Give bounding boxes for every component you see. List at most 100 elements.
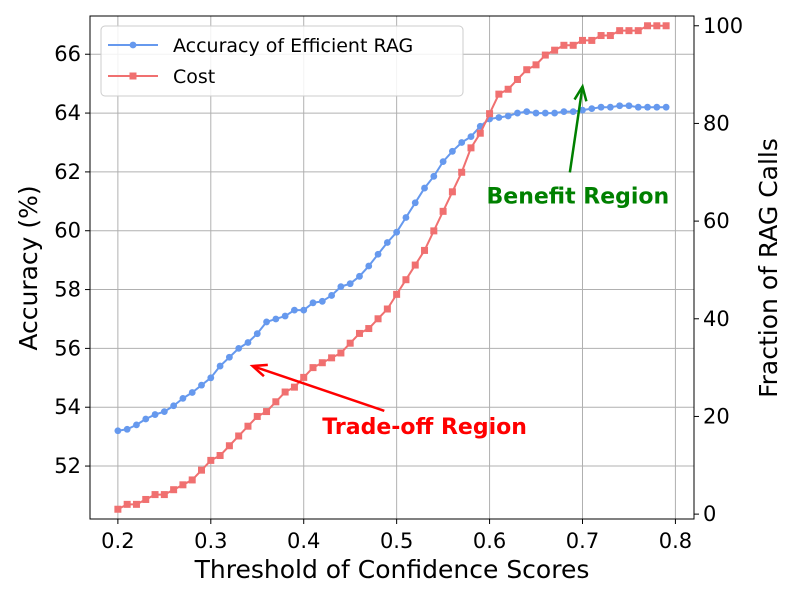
data-point-accuracy bbox=[123, 425, 131, 433]
data-point-accuracy bbox=[551, 109, 559, 117]
legend-box bbox=[100, 25, 464, 97]
data-point-cost bbox=[430, 227, 438, 235]
data-point-accuracy bbox=[569, 108, 577, 115]
data-point-accuracy bbox=[523, 108, 531, 115]
data-point-accuracy bbox=[393, 228, 401, 236]
data-point-cost bbox=[309, 364, 317, 372]
data-point-cost bbox=[142, 495, 150, 503]
data-point-accuracy bbox=[198, 381, 205, 389]
data-point-cost bbox=[467, 144, 475, 152]
data-point-cost bbox=[532, 61, 540, 69]
x-tick-label: 0.2 bbox=[101, 529, 134, 553]
data-point-cost bbox=[300, 373, 308, 381]
data-point-cost bbox=[560, 41, 568, 49]
data-point-accuracy bbox=[439, 158, 447, 166]
data-point-cost bbox=[402, 276, 410, 284]
data-point-accuracy bbox=[449, 147, 456, 155]
data-point-accuracy bbox=[616, 102, 624, 110]
data-point-accuracy bbox=[634, 103, 642, 111]
data-point-accuracy bbox=[337, 283, 345, 291]
data-point-cost bbox=[216, 452, 224, 460]
data-point-accuracy bbox=[235, 344, 243, 352]
y-axis-left-label: Accuracy (%) bbox=[14, 185, 43, 350]
data-point-accuracy bbox=[151, 411, 159, 418]
y-right-tick-label: 0 bbox=[703, 502, 716, 526]
data-point-cost bbox=[393, 290, 401, 298]
x-tick-label: 0.3 bbox=[194, 529, 227, 553]
annotations: Benefit Region Trade-off Region bbox=[249, 83, 669, 440]
x-tick-label: 0.8 bbox=[659, 529, 692, 553]
data-point-accuracy bbox=[662, 103, 670, 111]
legend-label-accuracy: Accuracy of Efficient RAG bbox=[173, 35, 413, 57]
data-point-accuracy bbox=[170, 402, 178, 410]
series-layer bbox=[114, 22, 670, 513]
data-point-cost bbox=[606, 32, 614, 40]
data-point-accuracy bbox=[532, 109, 540, 117]
data-point-cost bbox=[588, 36, 596, 44]
data-point-cost bbox=[198, 466, 206, 474]
y-left-tick-label: 60 bbox=[54, 219, 81, 243]
data-point-cost bbox=[151, 491, 159, 499]
x-axis-label: Threshold of Confidence Scores bbox=[194, 555, 590, 584]
data-point-cost bbox=[374, 315, 382, 323]
y-left-tick-label: 66 bbox=[54, 42, 81, 66]
data-point-cost bbox=[439, 207, 447, 215]
data-point-cost bbox=[625, 27, 633, 35]
data-point-accuracy bbox=[263, 318, 270, 326]
benefit-arrow-head bbox=[573, 83, 588, 102]
y-left-tick-label: 54 bbox=[54, 395, 81, 419]
data-point-accuracy bbox=[467, 133, 475, 141]
data-point-accuracy bbox=[579, 106, 586, 114]
data-point-cost bbox=[383, 305, 391, 313]
data-point-accuracy bbox=[588, 105, 596, 113]
data-point-cost bbox=[328, 354, 336, 362]
data-point-accuracy bbox=[421, 184, 428, 192]
data-point-cost bbox=[272, 398, 280, 406]
data-point-accuracy bbox=[291, 306, 298, 314]
data-point-accuracy bbox=[346, 280, 354, 288]
data-point-cost bbox=[188, 476, 196, 484]
data-point-cost bbox=[263, 408, 271, 416]
data-point-accuracy bbox=[560, 108, 568, 115]
data-point-cost bbox=[578, 36, 586, 44]
data-point-accuracy bbox=[514, 109, 521, 117]
data-point-cost bbox=[281, 388, 289, 396]
data-point-accuracy bbox=[318, 297, 326, 305]
x-tick-label: 0.5 bbox=[380, 529, 413, 553]
data-point-cost bbox=[235, 432, 243, 440]
data-point-accuracy bbox=[142, 415, 150, 423]
data-point-accuracy bbox=[504, 112, 512, 120]
data-point-cost bbox=[123, 500, 131, 508]
data-point-accuracy bbox=[207, 374, 215, 382]
data-point-accuracy bbox=[328, 292, 335, 299]
y-left-tick-label: 58 bbox=[54, 278, 81, 302]
data-point-cost bbox=[616, 27, 624, 35]
y-left-tick-label: 62 bbox=[54, 160, 81, 184]
data-point-accuracy bbox=[495, 114, 503, 121]
data-point-accuracy bbox=[383, 239, 391, 246]
legend-marker-accuracy bbox=[129, 41, 137, 49]
data-point-accuracy bbox=[160, 408, 168, 416]
data-point-accuracy bbox=[430, 172, 438, 180]
x-tick-label: 0.7 bbox=[566, 529, 599, 553]
data-point-accuracy bbox=[188, 389, 196, 396]
data-point-cost bbox=[569, 41, 577, 49]
data-point-accuracy bbox=[253, 330, 261, 338]
data-point-cost bbox=[634, 27, 642, 35]
tradeoff-region-label: Trade-off Region bbox=[322, 415, 527, 440]
data-point-cost bbox=[551, 46, 559, 54]
x-tick-label: 0.6 bbox=[473, 529, 506, 553]
data-point-cost bbox=[253, 412, 261, 420]
data-point-cost bbox=[541, 51, 549, 59]
data-point-cost bbox=[365, 325, 373, 333]
data-point-cost bbox=[448, 188, 456, 196]
data-point-cost bbox=[597, 32, 605, 40]
data-point-cost bbox=[179, 481, 187, 489]
data-point-cost bbox=[495, 90, 503, 98]
y-left-tick-label: 52 bbox=[54, 454, 81, 478]
data-point-accuracy bbox=[625, 102, 633, 110]
data-point-accuracy bbox=[597, 103, 605, 111]
data-point-accuracy bbox=[309, 299, 317, 307]
